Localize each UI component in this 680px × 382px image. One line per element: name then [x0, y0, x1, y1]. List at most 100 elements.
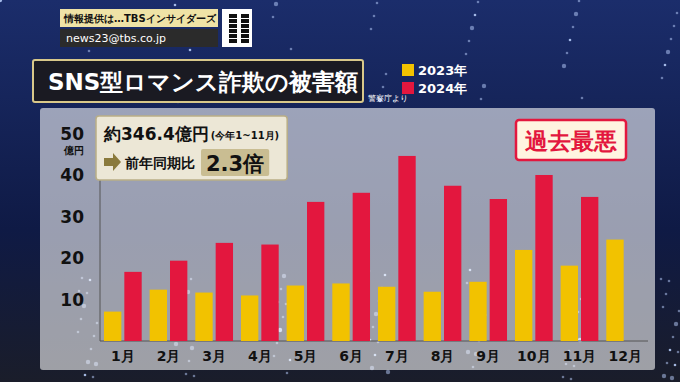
light-dot [678, 310, 680, 313]
qr-cell [233, 39, 237, 43]
light-dot [386, 370, 390, 374]
bar [469, 282, 486, 341]
light-dot [672, 336, 675, 339]
qr-cell [233, 29, 237, 33]
qr-cell [245, 19, 249, 23]
title-box [33, 60, 363, 102]
x-tick-label: 10月 [517, 348, 550, 364]
x-tick-label: 2月 [157, 348, 181, 364]
annotation-bg [96, 116, 287, 180]
light-dot [92, 376, 95, 379]
bar [378, 287, 395, 341]
light-dot [385, 73, 388, 76]
bar [444, 186, 461, 341]
qr-cell [229, 39, 233, 43]
qr-cell [245, 39, 249, 43]
light-dot [482, 84, 486, 88]
light-dot [382, 86, 385, 89]
bar [287, 286, 304, 341]
bar [535, 175, 552, 341]
qr-code [222, 9, 252, 47]
y-tick-label: 50 [60, 124, 84, 144]
light-dot [189, 49, 192, 52]
light-dot [290, 48, 293, 51]
x-tick-label: 6月 [339, 348, 363, 364]
bar [581, 197, 598, 341]
qr-cell [233, 19, 237, 23]
light-dot [88, 50, 91, 53]
worst-badge: 過去最悪 [516, 120, 626, 160]
annotation-total: 約346.4億円 [103, 124, 209, 144]
light-dot [468, 40, 471, 43]
light-dot [477, 1, 480, 4]
light-dot [185, 373, 188, 376]
qr-cell [229, 24, 233, 28]
bar [353, 193, 370, 341]
light-dot [474, 14, 477, 17]
x-tick-label: 7月 [385, 348, 409, 364]
qr-cell [245, 34, 249, 38]
qr-cell [233, 14, 237, 18]
y-tick-label: 10 [60, 290, 84, 310]
qr-cell [245, 29, 249, 33]
annotation-compare: 前年同期比 [124, 155, 195, 171]
bar [307, 202, 324, 341]
x-tick-label: 5月 [294, 348, 318, 364]
bar [150, 290, 167, 341]
light-dot [677, 351, 680, 354]
header-text: news23@tbs.co.jp [66, 32, 166, 45]
bar [606, 240, 623, 341]
light-dot [674, 364, 677, 367]
light-dot [193, 375, 196, 378]
bar [261, 245, 278, 341]
bar [241, 295, 258, 341]
y-tick-label: 20 [60, 248, 84, 268]
bar [561, 266, 578, 341]
bar [104, 312, 121, 341]
qr-cell [241, 29, 245, 33]
x-tick-label: 11月 [563, 348, 596, 364]
light-dot [84, 374, 87, 377]
qr-cell [233, 24, 237, 28]
qr-cell [241, 14, 245, 18]
bar [515, 250, 532, 341]
light-dot [373, 15, 376, 18]
light-dot [562, 376, 565, 379]
header-badge [60, 29, 218, 47]
plot-panel [40, 108, 655, 370]
light-dot [174, 4, 177, 7]
light-dot [668, 280, 671, 283]
light-dot [286, 372, 289, 375]
bar [195, 293, 212, 341]
qr-cell [229, 19, 233, 23]
light-dot [470, 26, 474, 30]
qr-cell [245, 14, 249, 18]
light-dot [662, 374, 666, 378]
light-dot [272, 16, 275, 19]
worst-badge-bg [516, 120, 626, 160]
bar [490, 199, 507, 341]
qr-cell [229, 34, 233, 38]
qr-cell [245, 24, 249, 28]
light-dot [661, 77, 664, 80]
chart: 情報提供は…TBSインサイダーズnews23@tbs.co.jpSNS型ロマンス… [0, 0, 680, 382]
annotation-box: 約346.4億円(今年1~11月)前年同期比2.3倍 [96, 116, 287, 180]
title: SNS型ロマンス詐欺の被害額 [48, 69, 358, 95]
annotation-ratio-bg [201, 149, 269, 176]
y-axis-unit: 億円 [63, 145, 84, 156]
legend-label: 2023年 [418, 63, 467, 78]
light-dot [570, 378, 573, 381]
light-dot [665, 293, 668, 296]
light-dot [480, 98, 483, 101]
bar [216, 243, 233, 341]
light-dot [569, 39, 572, 42]
qr-cell [229, 29, 233, 33]
bars [104, 156, 624, 341]
source: 警察庁より [368, 94, 408, 103]
light-dot [566, 52, 569, 55]
light-dot [664, 64, 667, 67]
x-tick-label: 12月 [608, 348, 641, 364]
annotation-period: (今年1~11月) [211, 130, 279, 141]
y-tick-label: 30 [60, 207, 84, 227]
background [0, 0, 680, 382]
